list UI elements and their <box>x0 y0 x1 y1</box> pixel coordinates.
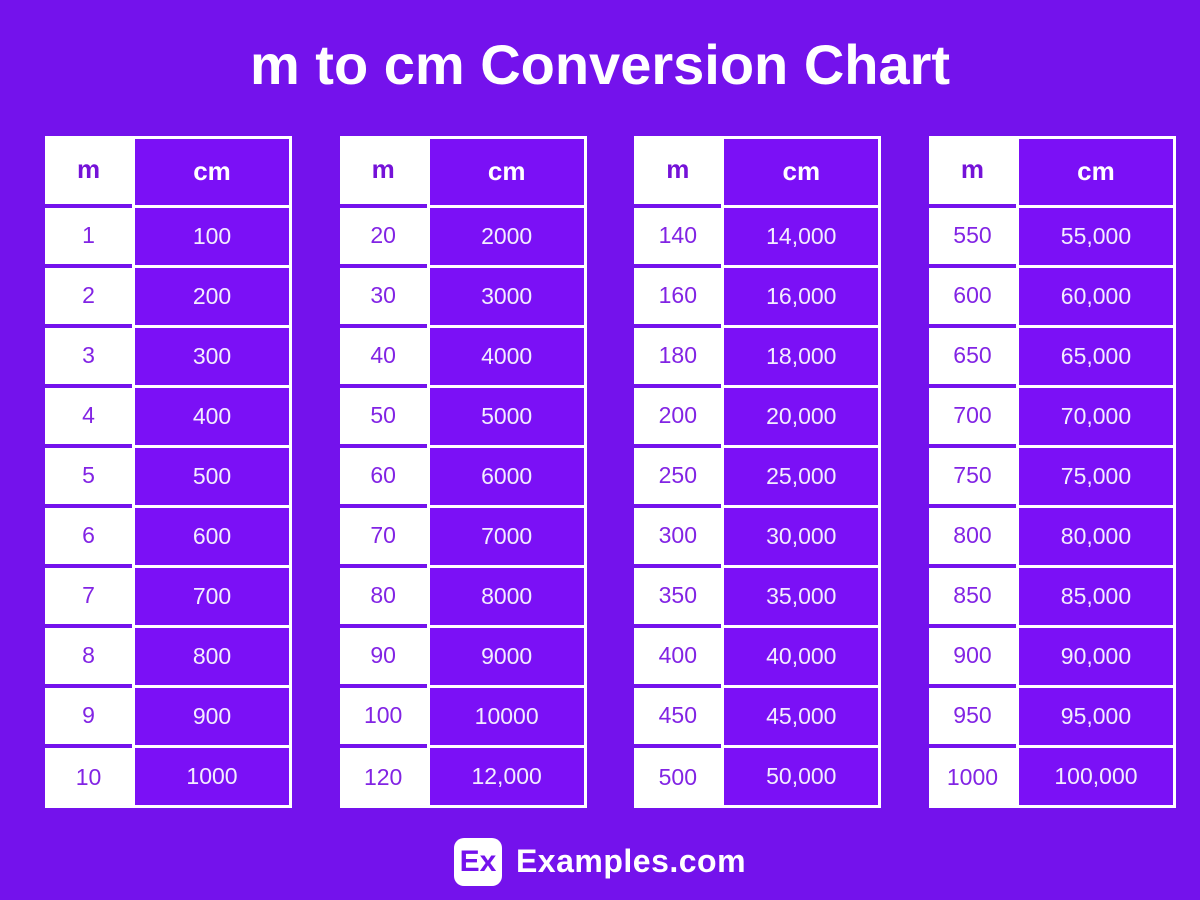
cm-value-cell: 14,000 <box>721 207 882 268</box>
cm-value-cell: 700 <box>132 567 292 628</box>
cm-value-cell: 55,000 <box>1015 207 1176 268</box>
cm-value-cell: 6000 <box>426 447 587 508</box>
m-value-cell: 500 <box>634 747 722 808</box>
cm-column-header: cm <box>426 135 587 208</box>
cm-column-header: cm <box>1015 135 1176 208</box>
cm-value-cell: 300 <box>132 327 292 388</box>
m-value-cell: 80 <box>339 567 427 628</box>
conversion-table-1: m cm 1 100 2 200 3 300 4 400 5 500 6 600 7 700 8 800 9 900 1… <box>45 135 292 808</box>
m-value-cell: 140 <box>634 207 722 268</box>
m-value-cell: 450 <box>634 687 722 748</box>
m-value-cell: 700 <box>928 387 1016 448</box>
cm-value-cell: 40,000 <box>721 627 882 688</box>
m-value-cell: 900 <box>928 627 1016 688</box>
cm-value-cell: 500 <box>132 447 292 508</box>
m-value-cell: 7 <box>45 567 132 628</box>
cm-value-cell: 2000 <box>426 207 587 268</box>
cm-value-cell: 100 <box>132 207 292 268</box>
m-value-cell: 2 <box>45 267 132 328</box>
cm-value-cell: 8000 <box>426 567 587 628</box>
m-value-cell: 120 <box>339 747 427 808</box>
m-value-cell: 600 <box>928 267 1016 328</box>
m-value-cell: 300 <box>634 507 722 568</box>
m-value-cell: 400 <box>634 627 722 688</box>
cm-value-cell: 16,000 <box>721 267 882 328</box>
cm-column-header: cm <box>132 135 292 208</box>
cm-value-cell: 45,000 <box>721 687 882 748</box>
cm-value-cell: 30,000 <box>721 507 882 568</box>
m-value-cell: 6 <box>45 507 132 568</box>
cm-value-cell: 95,000 <box>1015 687 1176 748</box>
m-value-cell: 60 <box>339 447 427 508</box>
cm-value-cell: 3000 <box>426 267 587 328</box>
m-value-cell: 1000 <box>928 747 1016 808</box>
cm-value-cell: 35,000 <box>721 567 882 628</box>
m-value-cell: 10 <box>45 747 132 808</box>
m-value-cell: 30 <box>339 267 427 328</box>
cm-value-cell: 800 <box>132 627 292 688</box>
m-value-cell: 800 <box>928 507 1016 568</box>
cm-value-cell: 20,000 <box>721 387 882 448</box>
cm-value-cell: 70,000 <box>1015 387 1176 448</box>
m-column-header: m <box>45 135 132 208</box>
m-column-header: m <box>339 135 427 208</box>
m-value-cell: 40 <box>339 327 427 388</box>
cm-value-cell: 90,000 <box>1015 627 1176 688</box>
cm-value-cell: 65,000 <box>1015 327 1176 388</box>
conversion-table-3: m cm 140 14,000 160 16,000 180 18,000 200 20,000 2… <box>634 135 882 808</box>
m-value-cell: 3 <box>45 327 132 388</box>
m-value-cell: 160 <box>634 267 722 328</box>
cm-value-cell: 1000 <box>132 747 292 808</box>
cm-value-cell: 900 <box>132 687 292 748</box>
cm-value-cell: 100,000 <box>1015 747 1176 808</box>
cm-value-cell: 75,000 <box>1015 447 1176 508</box>
m-value-cell: 950 <box>928 687 1016 748</box>
cm-value-cell: 10000 <box>426 687 587 748</box>
m-value-cell: 20 <box>339 207 427 268</box>
cm-value-cell: 18,000 <box>721 327 882 388</box>
m-value-cell: 100 <box>339 687 427 748</box>
m-column-header: m <box>928 135 1016 208</box>
cm-value-cell: 60,000 <box>1015 267 1176 328</box>
brand-name: Examples.com <box>515 843 747 880</box>
m-value-cell: 650 <box>928 327 1016 388</box>
cm-value-cell: 80,000 <box>1015 507 1176 568</box>
cm-value-cell: 9000 <box>426 627 587 688</box>
logo-badge-text: Ex <box>459 844 497 878</box>
cm-value-cell: 12,000 <box>426 747 587 808</box>
m-value-cell: 70 <box>339 507 427 568</box>
cm-value-cell: 7000 <box>426 507 587 568</box>
conversion-tables: m cm 1 100 2 200 3 300 4 400 5 500 6 600 7 700 8 800 9 900 1… <box>0 135 1200 808</box>
cm-value-cell: 4000 <box>426 327 587 388</box>
cm-value-cell: 50,000 <box>721 747 882 808</box>
m-value-cell: 8 <box>45 627 132 688</box>
m-value-cell: 180 <box>634 327 722 388</box>
examples-logo-icon: Ex <box>453 837 502 886</box>
footer-brand: Ex Examples.com <box>0 837 1200 886</box>
cm-value-cell: 5000 <box>426 387 587 448</box>
m-value-cell: 350 <box>634 567 722 628</box>
cm-value-cell: 85,000 <box>1015 567 1176 628</box>
m-value-cell: 50 <box>339 387 427 448</box>
m-value-cell: 850 <box>928 567 1016 628</box>
cm-column-header: cm <box>721 135 882 208</box>
cm-value-cell: 600 <box>132 507 292 568</box>
m-value-cell: 9 <box>45 687 132 748</box>
cm-value-cell: 400 <box>132 387 292 448</box>
page-title: m to cm Conversion Chart <box>249 33 951 96</box>
m-value-cell: 250 <box>634 447 722 508</box>
m-value-cell: 5 <box>45 447 132 508</box>
m-value-cell: 1 <box>45 207 132 268</box>
conversion-table-4: m cm 550 55,000 600 60,000 650 65,000 700 70,000 7… <box>928 135 1176 808</box>
m-value-cell: 4 <box>45 387 132 448</box>
m-value-cell: 550 <box>928 207 1016 268</box>
cm-value-cell: 200 <box>132 267 292 328</box>
m-value-cell: 200 <box>634 387 722 448</box>
m-column-header: m <box>634 135 722 208</box>
conversion-table-2: m cm 20 2000 30 3000 40 4000 50 5000 60 6000 70 7000 8… <box>339 135 587 808</box>
m-value-cell: 750 <box>928 447 1016 508</box>
m-value-cell: 90 <box>339 627 427 688</box>
cm-value-cell: 25,000 <box>721 447 882 508</box>
